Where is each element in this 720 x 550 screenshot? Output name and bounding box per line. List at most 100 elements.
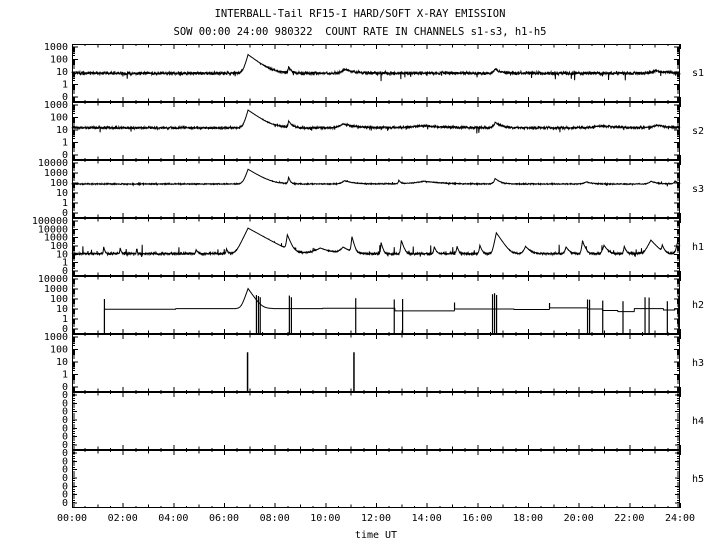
log-ticks	[72, 278, 680, 334]
log-ticks	[72, 336, 680, 392]
hour-ticks	[72, 392, 681, 450]
hour-ticks	[72, 160, 681, 218]
y-axis-label: 10000	[38, 274, 68, 285]
panel-frame-h4	[72, 392, 680, 450]
y-axis-label: 0	[62, 473, 68, 484]
x-tick-label: 24:00	[665, 513, 695, 524]
y-axis-label: 1000	[44, 100, 68, 111]
x-tick-label: 14:00	[412, 513, 442, 524]
y-axis-label: 0	[62, 415, 68, 426]
y-axis-label: 100	[50, 345, 68, 356]
y-axis-label: 0	[62, 266, 68, 277]
channel-label-h4: h4	[692, 416, 704, 427]
series-h1	[71, 227, 681, 258]
x-tick-label: 20:00	[564, 513, 594, 524]
y-axis-label: 1	[62, 198, 68, 209]
panel-frame-s2	[72, 102, 680, 160]
y-axis-label: 0	[62, 423, 68, 434]
x-axis-title: time UT	[355, 530, 397, 541]
panel-frame-h3	[72, 334, 680, 392]
y-axis-label: 1	[62, 138, 68, 149]
x-tick-label: 06:00	[209, 513, 239, 524]
y-axis-label: 1000	[44, 233, 68, 244]
y-axis-label: 10	[56, 67, 68, 78]
hour-ticks	[72, 334, 681, 392]
x-tick-label: 16:00	[462, 513, 492, 524]
hour-ticks	[72, 102, 681, 160]
log-ticks	[72, 162, 680, 218]
channel-label-h2: h2	[692, 300, 704, 311]
channel-label-s2: s2	[692, 126, 704, 137]
y-axis-label: 10	[56, 304, 68, 315]
y-axis-label: 1	[62, 370, 68, 381]
y-axis-label: 0	[62, 465, 68, 476]
y-axis-label: 10	[56, 125, 68, 136]
y-axis-label: 0	[62, 440, 68, 451]
y-axis-label: 1	[62, 258, 68, 269]
y-axis-label: 0	[62, 390, 68, 401]
x-tick-label: 04:00	[158, 513, 188, 524]
series-s3	[71, 168, 681, 187]
y-axis-label: 0	[62, 382, 68, 393]
y-axis-label: 0	[62, 456, 68, 467]
y-axis-label: 1	[62, 80, 68, 91]
page-title: INTERBALL-Tail RF15-I HARD/SOFT X-RAY EM…	[214, 8, 506, 20]
y-axis-label: 0	[62, 92, 68, 103]
x-tick-label: 02:00	[108, 513, 138, 524]
y-axis-label: 0	[62, 481, 68, 492]
y-axis-label: 10000	[38, 224, 68, 235]
y-axis-label: 0	[62, 490, 68, 501]
x-tick-label: 18:00	[513, 513, 543, 524]
y-axis-label: 10	[56, 188, 68, 199]
channel-label-s1: s1	[692, 68, 704, 79]
y-axis-label: 100000	[32, 216, 68, 227]
panel-frame-h5	[72, 450, 680, 508]
y-axis-label: 0	[62, 398, 68, 409]
x-tick-label: 00:00	[57, 513, 87, 524]
log-ticks	[72, 393, 680, 450]
y-axis-label: 100	[50, 178, 68, 189]
y-axis-label: 0	[62, 498, 68, 509]
log-ticks	[72, 451, 680, 508]
log-ticks	[72, 220, 680, 275]
x-tick-label: 12:00	[361, 513, 391, 524]
y-axis-label: 100	[50, 294, 68, 305]
y-axis-label: 1000	[44, 332, 68, 343]
y-axis-label: 0	[62, 324, 68, 335]
y-axis-label: 0	[62, 150, 68, 161]
panel-frame-h2	[72, 276, 680, 334]
x-axis: 00:00 02:00 04:00 06:00 08:00 10:00 12:00 14:00…	[57, 513, 695, 541]
y-axis-label: 10000	[38, 158, 68, 169]
y-axis-label: 10	[56, 249, 68, 260]
page-subtitle: SOW 00:00 24:00 980322 COUNT RATE IN CHA…	[173, 26, 547, 38]
y-axis-label: 1000	[44, 168, 68, 179]
y-axis-label: 100	[50, 241, 68, 252]
panel-frame-h1	[72, 218, 680, 276]
y-axis-label: 100	[50, 55, 68, 66]
y-axis-label: 0	[62, 407, 68, 418]
channel-label-h1: h1	[692, 242, 704, 253]
y-axis-label: 1	[62, 314, 68, 325]
panel-frame-s3	[72, 160, 680, 218]
series-s1	[71, 53, 681, 82]
y-axis-label: 0	[62, 448, 68, 459]
y-axis-label: 100	[50, 113, 68, 124]
series-h2	[103, 287, 680, 333]
y-axis-label: 1000	[44, 42, 68, 53]
y-axis-label: 1000	[44, 284, 68, 295]
channel-label-h5: h5	[692, 474, 704, 485]
y-axis-label: 0	[62, 432, 68, 443]
y-axis-label: 0	[62, 208, 68, 219]
hour-ticks	[72, 218, 681, 276]
x-tick-label: 10:00	[310, 513, 340, 524]
log-ticks	[72, 104, 680, 160]
channel-label-s3: s3	[692, 184, 704, 195]
